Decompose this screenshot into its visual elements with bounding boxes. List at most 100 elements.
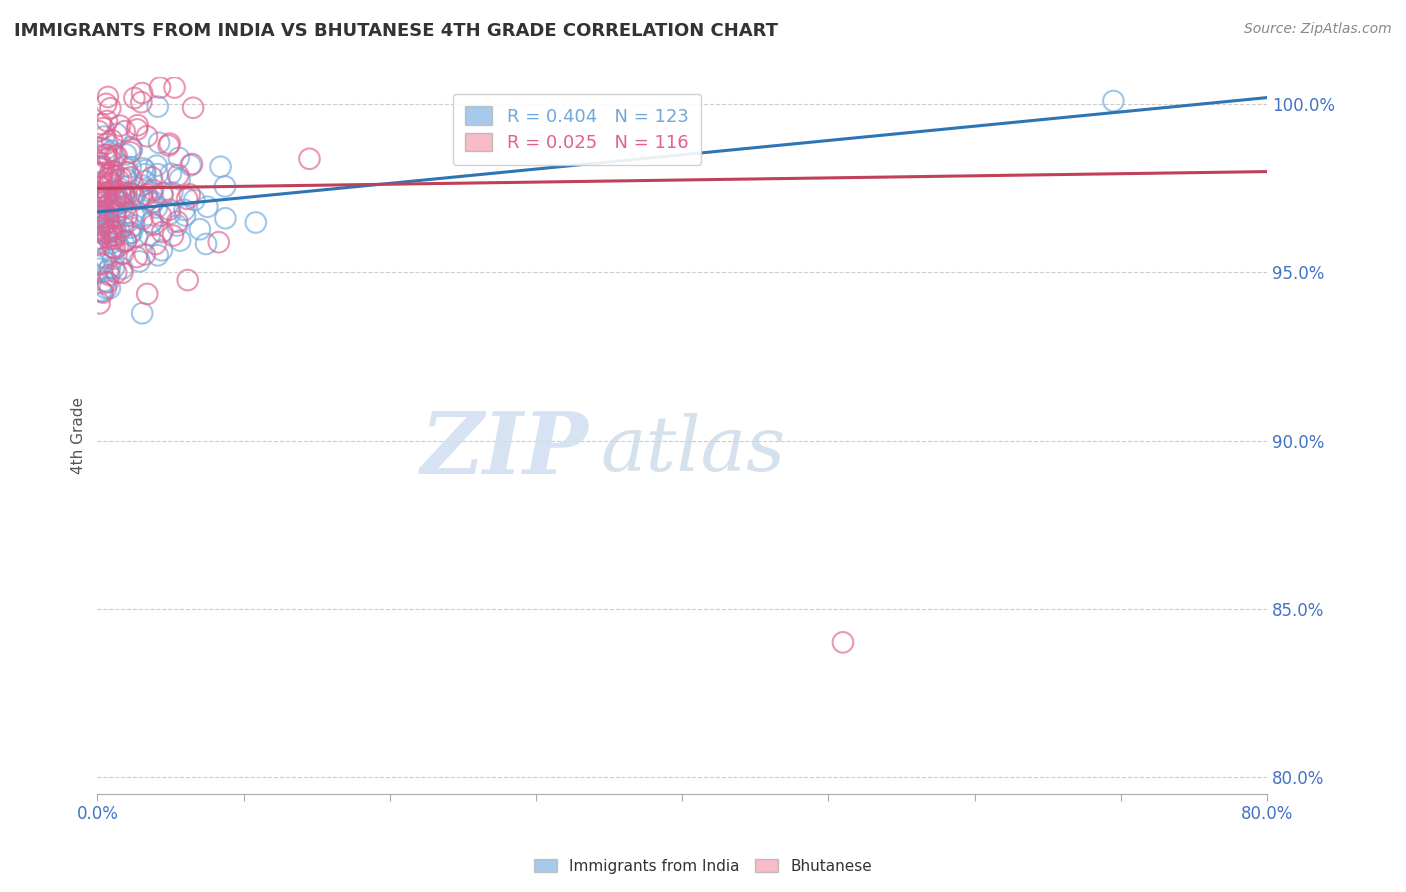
Point — [90, 285, 112, 299]
Point — [120, 220, 142, 235]
Point — [111, 247, 134, 261]
Point — [131, 211, 153, 226]
Point — [152, 189, 174, 203]
Point — [89, 296, 111, 310]
Point — [298, 152, 321, 166]
Point — [97, 186, 120, 200]
Point — [97, 211, 120, 226]
Point — [111, 261, 134, 276]
Point — [91, 285, 114, 300]
Point — [195, 200, 218, 214]
Point — [91, 211, 114, 225]
Point — [127, 118, 149, 132]
Point — [97, 90, 120, 104]
Point — [145, 237, 167, 252]
Point — [105, 193, 128, 207]
Point — [162, 186, 184, 200]
Point — [122, 187, 145, 202]
Point — [91, 121, 114, 136]
Point — [121, 143, 143, 157]
Point — [167, 168, 190, 182]
Point — [214, 211, 236, 226]
Point — [114, 189, 136, 203]
Point — [177, 273, 200, 287]
Point — [162, 228, 184, 243]
Point — [131, 178, 153, 193]
Point — [112, 160, 135, 174]
Point — [163, 80, 186, 95]
Point — [157, 202, 180, 217]
Point — [87, 206, 110, 220]
Point — [87, 235, 110, 250]
Point — [100, 228, 122, 243]
Point — [87, 191, 110, 205]
Point — [141, 215, 163, 229]
Point — [91, 160, 114, 174]
Point — [104, 148, 127, 162]
Point — [195, 237, 218, 252]
Point — [125, 250, 148, 264]
Point — [100, 224, 122, 238]
Point — [94, 227, 117, 241]
Point — [169, 172, 191, 186]
Point — [94, 281, 117, 295]
Point — [146, 201, 169, 215]
Point — [101, 133, 124, 147]
Point — [124, 219, 146, 233]
Point — [136, 287, 159, 301]
Point — [209, 160, 232, 174]
Point — [146, 167, 169, 181]
Point — [101, 144, 124, 158]
Point — [112, 190, 135, 204]
Point — [117, 165, 139, 179]
Point — [87, 160, 110, 174]
Point — [93, 205, 115, 219]
Point — [103, 252, 125, 266]
Point — [90, 238, 112, 252]
Point — [100, 195, 122, 210]
Point — [1102, 94, 1125, 108]
Point — [167, 151, 190, 165]
Point — [98, 195, 121, 210]
Point — [159, 207, 181, 221]
Point — [90, 117, 112, 131]
Point — [136, 129, 159, 144]
Text: atlas: atlas — [600, 413, 786, 487]
Point — [131, 86, 153, 100]
Point — [120, 226, 142, 240]
Point — [89, 141, 111, 155]
Point — [97, 275, 120, 289]
Point — [115, 234, 138, 248]
Point — [107, 193, 129, 207]
Point — [122, 209, 145, 223]
Point — [146, 248, 169, 262]
Point — [131, 306, 153, 320]
Point — [131, 95, 153, 110]
Point — [90, 214, 112, 228]
Point — [89, 156, 111, 170]
Point — [179, 187, 201, 202]
Point — [96, 148, 118, 162]
Point — [91, 257, 114, 271]
Point — [100, 244, 122, 259]
Point — [94, 188, 117, 202]
Point — [94, 252, 117, 266]
Point — [89, 190, 111, 204]
Point — [104, 210, 127, 224]
Point — [176, 192, 198, 206]
Point — [103, 165, 125, 179]
Point — [90, 193, 112, 207]
Point — [110, 171, 132, 186]
Point — [87, 231, 110, 245]
Point — [112, 186, 135, 200]
Point — [94, 186, 117, 201]
Point — [181, 101, 204, 115]
Point — [127, 122, 149, 136]
Point — [90, 180, 112, 194]
Point — [128, 254, 150, 268]
Point — [115, 235, 138, 249]
Point — [131, 189, 153, 203]
Point — [134, 167, 156, 181]
Point — [87, 217, 110, 231]
Point — [93, 148, 115, 162]
